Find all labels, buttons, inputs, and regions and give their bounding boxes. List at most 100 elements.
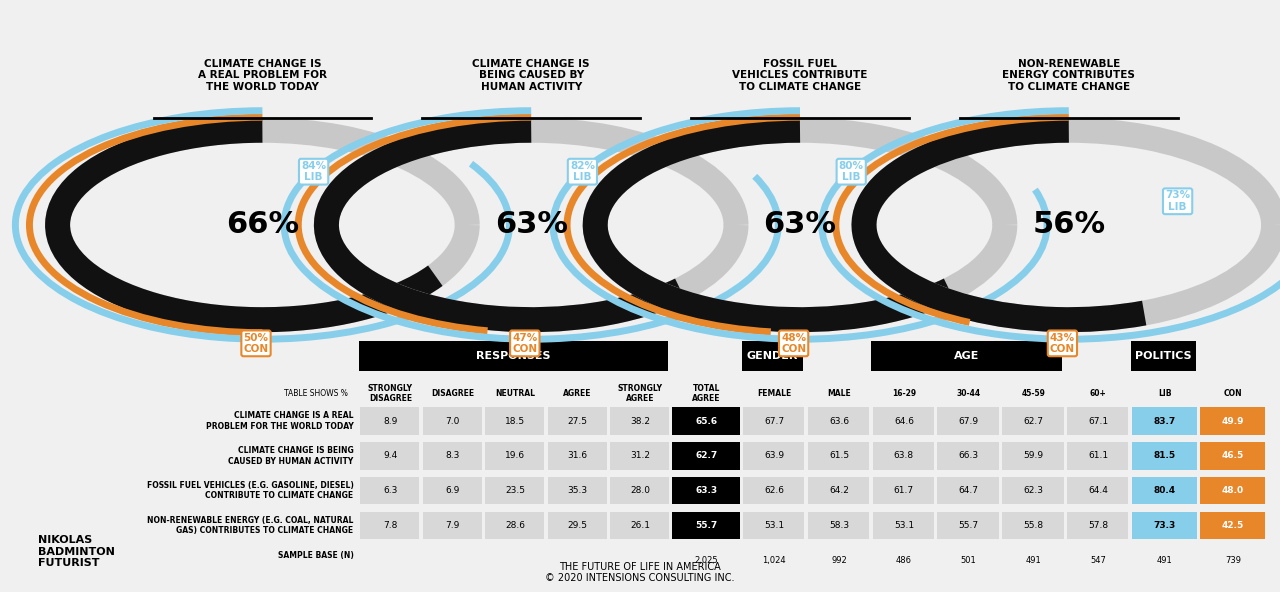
Text: 1,024: 1,024 [763,556,786,565]
Text: 62.7: 62.7 [695,451,718,461]
Text: 50%
CON: 50% CON [243,333,269,354]
FancyBboxPatch shape [485,477,544,504]
FancyBboxPatch shape [937,407,998,435]
Text: 45-59: 45-59 [1021,389,1046,398]
Text: 47%
CON: 47% CON [512,333,538,354]
Text: 66.3: 66.3 [959,451,979,461]
Text: 23.5: 23.5 [506,486,525,495]
Text: 18.5: 18.5 [506,417,525,426]
FancyBboxPatch shape [485,511,544,539]
Text: 84%
LIB: 84% LIB [301,161,326,182]
Text: DISAGREE: DISAGREE [431,389,475,398]
Text: MALE: MALE [827,389,851,398]
Text: 27.5: 27.5 [567,417,588,426]
Text: 29.5: 29.5 [567,521,588,530]
FancyBboxPatch shape [611,442,669,469]
Text: 67.7: 67.7 [764,417,785,426]
Text: 58.3: 58.3 [829,521,849,530]
Text: 55.7: 55.7 [695,521,718,530]
Text: STRONGLY
DISAGREE: STRONGLY DISAGREE [367,384,413,403]
FancyBboxPatch shape [808,442,869,469]
FancyBboxPatch shape [672,407,740,435]
FancyBboxPatch shape [360,407,420,435]
FancyBboxPatch shape [808,477,869,504]
FancyBboxPatch shape [744,477,804,504]
Text: 9.4: 9.4 [383,451,398,461]
Text: 64.2: 64.2 [829,486,849,495]
Text: 53.1: 53.1 [893,521,914,530]
Text: 63.8: 63.8 [893,451,914,461]
Text: 80.4: 80.4 [1153,486,1176,495]
FancyBboxPatch shape [1132,511,1197,539]
FancyBboxPatch shape [422,477,481,504]
Text: 63.3: 63.3 [695,486,718,495]
Text: NIKOLAS
BADMINTON
FUTURIST: NIKOLAS BADMINTON FUTURIST [38,535,115,568]
Text: FOSSIL FUEL
VEHICLES CONTRIBUTE
TO CLIMATE CHANGE: FOSSIL FUEL VEHICLES CONTRIBUTE TO CLIMA… [732,59,868,92]
Text: 60+: 60+ [1089,389,1107,398]
FancyBboxPatch shape [360,477,420,504]
Text: 46.5: 46.5 [1222,451,1244,461]
Text: 992: 992 [831,556,847,565]
Text: 26.1: 26.1 [630,521,650,530]
FancyBboxPatch shape [360,342,668,371]
Text: 7.8: 7.8 [383,521,398,530]
Text: 61.5: 61.5 [829,451,849,461]
Text: 83.7: 83.7 [1153,417,1176,426]
FancyBboxPatch shape [873,477,934,504]
FancyBboxPatch shape [548,511,607,539]
FancyBboxPatch shape [1201,407,1265,435]
Text: 31.2: 31.2 [630,451,650,461]
Text: 62.7: 62.7 [1024,417,1043,426]
FancyBboxPatch shape [937,477,998,504]
Text: STRONGLY
AGREE: STRONGLY AGREE [617,384,663,403]
Text: 62.6: 62.6 [764,486,785,495]
FancyBboxPatch shape [873,511,934,539]
Text: 64.7: 64.7 [959,486,979,495]
FancyBboxPatch shape [1068,442,1129,469]
Text: 55.8: 55.8 [1024,521,1043,530]
FancyBboxPatch shape [422,407,481,435]
Text: 16-29: 16-29 [892,389,916,398]
Text: 61.7: 61.7 [893,486,914,495]
Text: 8.3: 8.3 [445,451,460,461]
Text: 82%
LIB: 82% LIB [570,161,595,182]
FancyBboxPatch shape [1068,511,1129,539]
FancyBboxPatch shape [1002,407,1064,435]
Text: 19.6: 19.6 [506,451,525,461]
Text: 547: 547 [1091,556,1106,565]
Text: 57.8: 57.8 [1088,521,1108,530]
Text: AGE: AGE [955,352,979,361]
FancyBboxPatch shape [672,477,740,504]
Text: RESPONSES: RESPONSES [476,352,550,361]
Text: TABLE SHOWS %: TABLE SHOWS % [284,389,348,398]
FancyBboxPatch shape [672,511,740,539]
FancyBboxPatch shape [744,442,804,469]
Text: 2,025: 2,025 [695,556,718,565]
FancyBboxPatch shape [1201,511,1265,539]
Text: 80%
LIB: 80% LIB [838,161,864,182]
FancyBboxPatch shape [611,511,669,539]
FancyBboxPatch shape [1201,477,1265,504]
Text: CON: CON [1224,389,1243,398]
FancyBboxPatch shape [744,407,804,435]
Text: 501: 501 [961,556,977,565]
Text: 35.3: 35.3 [567,486,588,495]
FancyBboxPatch shape [548,477,607,504]
Text: 28.0: 28.0 [630,486,650,495]
Text: 48%
CON: 48% CON [781,333,806,354]
Text: GENDER: GENDER [748,352,799,361]
Text: AGREE: AGREE [563,389,591,398]
FancyBboxPatch shape [485,442,544,469]
Text: 62.3: 62.3 [1024,486,1043,495]
Text: 739: 739 [1225,556,1242,565]
Text: 61.1: 61.1 [1088,451,1108,461]
FancyBboxPatch shape [1068,407,1129,435]
Text: 8.9: 8.9 [383,417,398,426]
Text: 49.9: 49.9 [1222,417,1244,426]
FancyBboxPatch shape [672,442,740,469]
FancyBboxPatch shape [422,442,481,469]
FancyBboxPatch shape [742,342,804,371]
FancyBboxPatch shape [1201,442,1265,469]
FancyBboxPatch shape [360,511,420,539]
Text: 63%: 63% [763,211,837,239]
